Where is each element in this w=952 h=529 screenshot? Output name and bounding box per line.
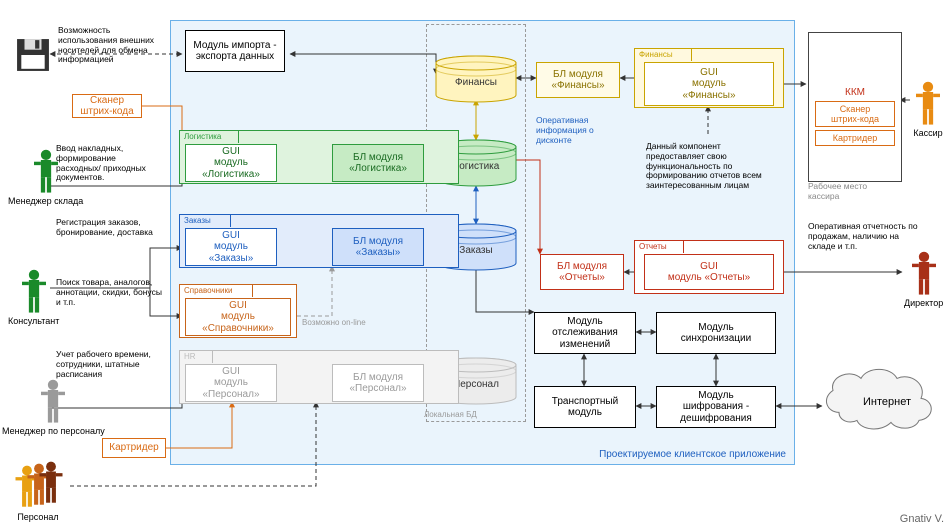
node-transport: Транспортный модуль bbox=[534, 386, 636, 428]
node-scanner_ext: Сканер штрих-кода bbox=[72, 94, 142, 118]
actor-personnel: Персонал bbox=[10, 460, 66, 523]
internet-label: Интернет bbox=[842, 396, 932, 409]
note-hr_note: Учет рабочего времени, сотрудники, штатн… bbox=[56, 350, 162, 379]
node-bl_hr: БЛ модуля «Персонал» bbox=[332, 364, 424, 402]
kkm-title: ККМ bbox=[809, 87, 901, 98]
frame-tab-hr: HR bbox=[179, 350, 213, 363]
frame-tab-logistics: Логистика bbox=[179, 130, 239, 143]
node-sync: Модуль синхронизации bbox=[656, 312, 776, 354]
node-track: Модуль отслеживания изменений bbox=[534, 312, 636, 354]
actor-hr_mgr: Менеджер по персоналу bbox=[2, 378, 105, 437]
node-bl_rep: БЛ модуля «Отчеты» bbox=[540, 254, 624, 290]
client-app-caption: Проектируемое клиентское приложение bbox=[599, 449, 786, 461]
kkm-scanner: Сканер штрих-кода bbox=[815, 101, 895, 127]
note-consult1: Регистрация заказов, бронирование, доста… bbox=[56, 218, 162, 238]
frame-tab-reports: Отчеты bbox=[634, 240, 684, 253]
node-gui_rep: GUI модуль «Отчеты» bbox=[644, 254, 774, 290]
note-discount: Оперативная информация о дисконте bbox=[536, 116, 616, 145]
node-bl_fin: БЛ модуля «Финансы» bbox=[536, 62, 620, 98]
node-bl_ord: БЛ модуля «Заказы» bbox=[332, 228, 424, 266]
floppy-icon bbox=[16, 38, 50, 77]
node-gui_ord: GUI модуль «Заказы» bbox=[185, 228, 277, 266]
note-cashier_place: Рабочее место кассира bbox=[808, 182, 894, 202]
note-consult2: Поиск товара, аналогов, аннотации, скидк… bbox=[56, 278, 162, 307]
kkm-cardreader: Картридер bbox=[815, 130, 895, 146]
diagram-stage: GNATIV.RU Проектируемое клиентское прило… bbox=[0, 0, 952, 529]
node-online_note: Возможно on-line bbox=[302, 318, 366, 327]
frame-tab-refs: Справочники bbox=[179, 284, 253, 297]
actor-wh_mgr: Менеджер склада bbox=[8, 148, 83, 207]
node-crypto: Модуль шифрования - дешифрования bbox=[656, 386, 776, 428]
node-gui_hr: GUI модуль «Персонал» bbox=[185, 364, 277, 402]
node-cardreader_ext: Картридер bbox=[102, 438, 166, 458]
note-floppy: Возможность использования внешних носите… bbox=[58, 26, 158, 65]
frame-tab-orders: Заказы bbox=[179, 214, 231, 227]
node-gui_ref: GUI модуль «Справочники» bbox=[185, 298, 291, 336]
actor-cashier: Кассир bbox=[910, 80, 946, 139]
kkm-workstation: ККМ Сканер штрих-кода Картридер bbox=[808, 32, 902, 182]
node-bl_log: БЛ модуля «Логистика» bbox=[332, 144, 424, 182]
node-gui_log: GUI модуль «Логистика» bbox=[185, 144, 277, 182]
node-gui_fin: GUI модуль «Финансы» bbox=[644, 62, 774, 106]
note-rep_provide: Данный компонент предоставляет свою функ… bbox=[646, 142, 780, 191]
node-import_export: Модуль импорта - экспорта данных bbox=[185, 30, 285, 72]
actor-director: Директор bbox=[904, 250, 943, 309]
note-director: Оперативная отчетность по продажам, нали… bbox=[808, 222, 928, 251]
frame-tab-finance: Финансы bbox=[634, 48, 692, 61]
actor-consult: Консультант bbox=[8, 268, 59, 327]
node-local_db: Локальная БД bbox=[424, 410, 477, 419]
signature: Gnativ V. bbox=[900, 513, 944, 525]
